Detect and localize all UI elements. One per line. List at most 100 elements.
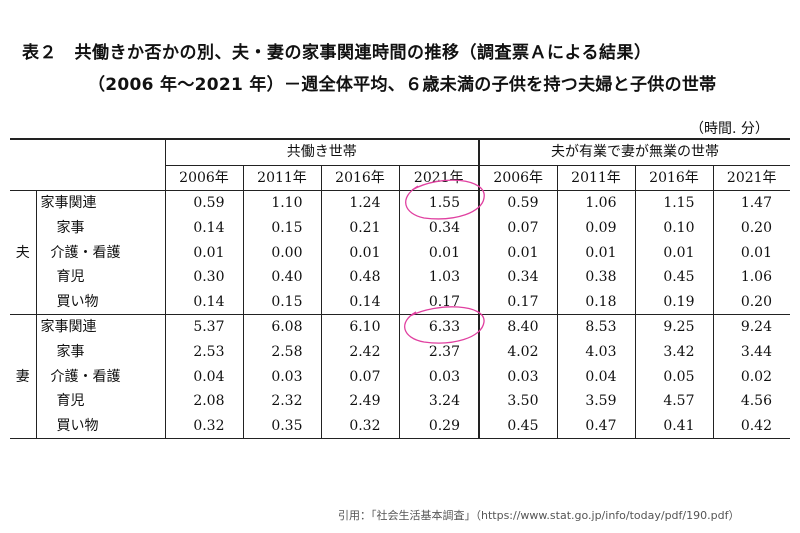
- table-row: 介護・看護 0.04 0.03 0.07 0.03 0.03 0.04 0.05 0.02: [10, 364, 790, 389]
- value-cell: 5.37: [164, 314, 243, 340]
- value-cell: 6.08: [242, 314, 321, 340]
- value-cell: 6.33: [398, 314, 479, 340]
- year-header: 2011年: [242, 165, 321, 192]
- value-cell: 0.42: [712, 413, 790, 439]
- value-cell: 0.00: [242, 240, 321, 265]
- value-cell: 0.01: [398, 240, 479, 265]
- table-row: 介護・看護 0.01 0.00 0.01 0.01 0.01 0.01 0.01 0.01: [10, 240, 790, 265]
- table-subtitle: （2006 年～2021 年）－週全体平均、６歳未満の子供を持つ夫婦と子供の世帯: [88, 75, 717, 95]
- value-cell: 4.57: [634, 388, 713, 414]
- table-row: 家事 0.14 0.15 0.21 0.34 0.07 0.09 0.10 0.20: [10, 215, 790, 241]
- group-header-dualincome: 共働き世帯: [164, 137, 479, 166]
- year-header: 2021年: [712, 165, 790, 192]
- value-cell: 0.07: [478, 215, 557, 241]
- year-header: 2011年: [556, 165, 635, 192]
- group-header-row: 共働き世帯 夫が有業で妻が無業の世帯: [10, 137, 790, 192]
- value-cell: 1.24: [320, 190, 399, 216]
- value-cell: 2.49: [320, 388, 399, 414]
- table-row: 家事 2.53 2.58 2.42 2.37 4.02 4.03 3.42 3.44: [10, 339, 790, 365]
- table-title: 表２ 共働きか否かの別、夫・妻の家事関連時間の推移（調査票Ａによる結果）: [22, 43, 652, 63]
- group-header-singleincome: 夫が有業で妻が無業の世帯: [478, 137, 790, 166]
- year-header: 2021年: [398, 165, 479, 192]
- value-cell: 2.42: [320, 339, 399, 365]
- value-cell: 0.34: [478, 264, 557, 290]
- value-cell: 0.17: [478, 289, 557, 315]
- row-label: 買い物: [56, 417, 99, 434]
- value-cell: 0.32: [164, 413, 243, 439]
- value-cell: 0.18: [556, 289, 635, 315]
- value-cell: 0.05: [634, 364, 713, 389]
- value-cell: 0.14: [164, 289, 243, 315]
- table-row: 妻家事関連 5.37 6.08 6.10 6.33 8.40 8.53 9.25 9.24: [10, 314, 790, 439]
- value-cell: 1.06: [712, 264, 790, 290]
- value-cell: 2.53: [164, 339, 243, 365]
- value-cell: 3.59: [556, 388, 635, 414]
- value-cell: 8.40: [478, 314, 557, 340]
- value-cell: 0.04: [556, 364, 635, 389]
- value-cell: 0.40: [242, 264, 321, 290]
- value-cell: 1.10: [242, 190, 321, 216]
- row-label: 介護・看護: [50, 368, 121, 385]
- value-cell: 0.19: [634, 289, 713, 315]
- value-cell: 4.56: [712, 388, 790, 414]
- value-cell: 0.45: [478, 413, 557, 439]
- table-row: 買い物 0.32 0.35 0.32 0.29 0.45 0.47 0.41 0.42: [10, 413, 790, 439]
- value-cell: 0.01: [320, 240, 399, 265]
- value-cell: 0.15: [242, 289, 321, 315]
- value-cell: 0.29: [398, 413, 479, 439]
- value-cell: 0.59: [164, 190, 243, 216]
- corner-cell: [10, 138, 165, 192]
- value-cell: 0.45: [634, 264, 713, 290]
- row-label: 家事: [56, 220, 85, 237]
- value-cell: 0.48: [320, 264, 399, 290]
- value-cell: 0.14: [164, 215, 243, 241]
- value-cell: 0.01: [712, 240, 790, 265]
- source-citation: 引用：「社会生活基本調査」（https://www.stat.go.jp/inf…: [338, 509, 740, 522]
- value-cell: 0.10: [634, 215, 713, 241]
- year-header: 2006年: [478, 165, 557, 192]
- value-cell: 0.03: [398, 364, 479, 389]
- value-cell: 0.17: [398, 289, 479, 315]
- value-cell: 0.04: [164, 364, 243, 389]
- value-cell: 1.47: [712, 190, 790, 216]
- value-cell: 0.09: [556, 215, 635, 241]
- unit-label: （時間. 分）: [690, 121, 769, 137]
- value-cell: 3.44: [712, 339, 790, 365]
- value-cell: 6.10: [320, 314, 399, 340]
- value-cell: 0.01: [556, 240, 635, 265]
- spouse-label: 夫: [10, 190, 37, 315]
- value-cell: 1.06: [556, 190, 635, 216]
- row-label: 家事関連: [40, 319, 97, 336]
- value-cell: 0.07: [320, 364, 399, 389]
- row-label: 買い物: [56, 293, 99, 310]
- year-header: 2006年: [164, 165, 243, 192]
- value-cell: 1.15: [634, 190, 713, 216]
- value-cell: 9.24: [712, 314, 790, 340]
- value-cell: 2.08: [164, 388, 243, 414]
- row-label: 家事: [56, 344, 85, 361]
- value-cell: 0.30: [164, 264, 243, 290]
- year-header: 2016年: [634, 165, 713, 192]
- row-label: 家事関連: [40, 195, 97, 212]
- row-label: 育児: [56, 393, 85, 410]
- value-cell: 3.42: [634, 339, 713, 365]
- value-cell: 8.53: [556, 314, 635, 340]
- year-header: 2016年: [320, 165, 399, 192]
- value-cell: 0.01: [478, 240, 557, 265]
- value-cell: 9.25: [634, 314, 713, 340]
- value-cell: 2.58: [242, 339, 321, 365]
- value-cell: 0.41: [634, 413, 713, 439]
- value-cell: 0.14: [320, 289, 399, 315]
- value-cell: 0.03: [242, 364, 321, 389]
- value-cell: 2.37: [398, 339, 479, 365]
- row-label: 育児: [56, 269, 85, 286]
- value-cell: 0.59: [478, 190, 557, 216]
- table-row: 育児 2.08 2.32 2.49 3.24 3.50 3.59 4.57 4.56: [10, 388, 790, 414]
- value-cell: 4.03: [556, 339, 635, 365]
- value-cell: 0.32: [320, 413, 399, 439]
- value-cell: 1.55: [398, 190, 479, 216]
- value-cell: 4.02: [478, 339, 557, 365]
- table-row: 育児 0.30 0.40 0.48 1.03 0.34 0.38 0.45 1.06: [10, 264, 790, 290]
- spouse-label: 妻: [10, 314, 37, 439]
- value-cell: 3.24: [398, 388, 479, 414]
